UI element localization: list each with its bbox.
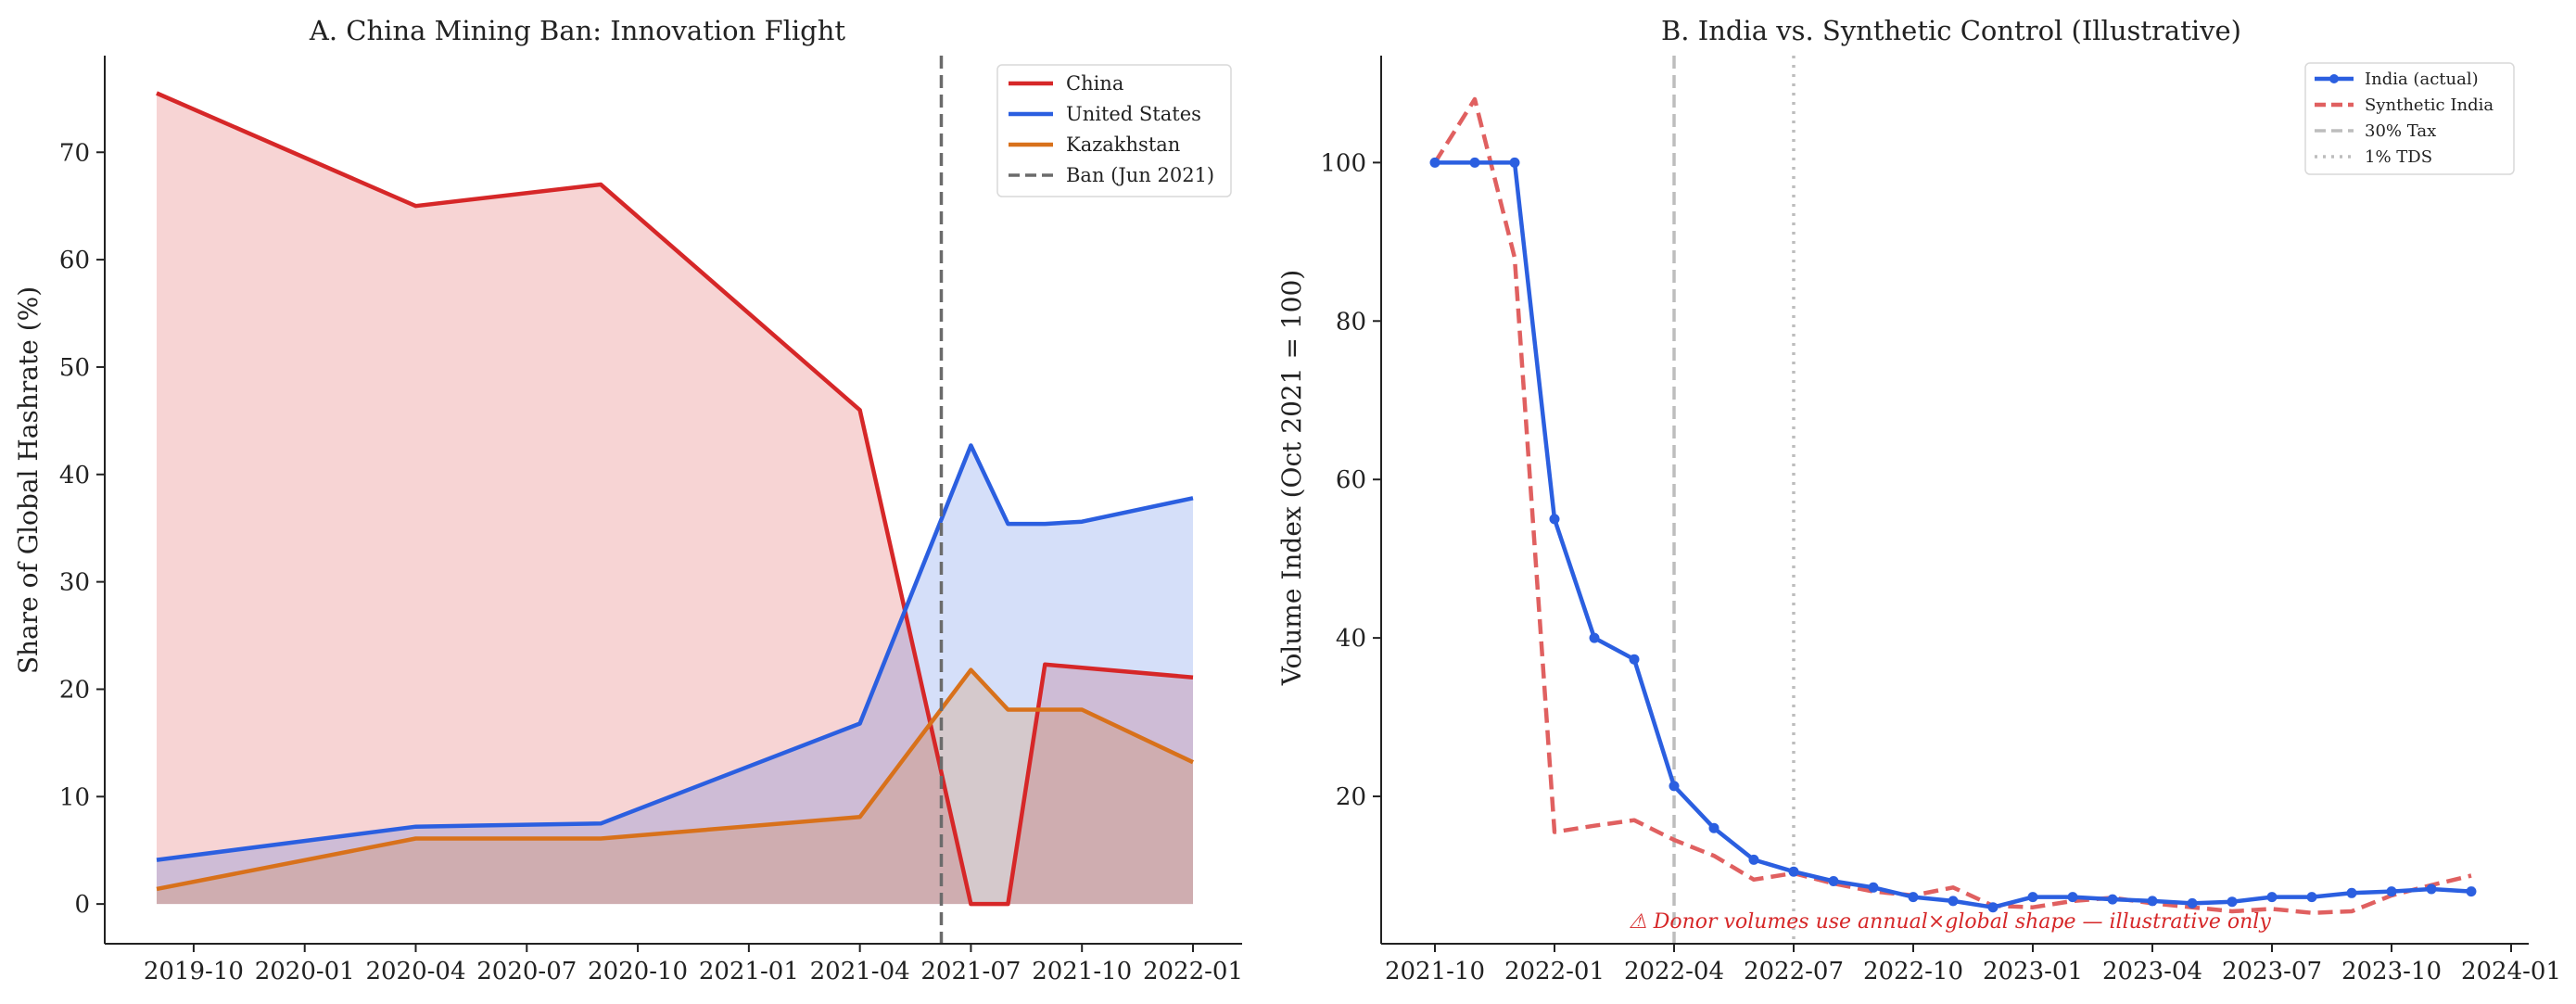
panel-a-x-tick-label: 2022-01: [1143, 958, 1243, 985]
india-actual-point: [1708, 822, 1719, 833]
legend-label-united-states: United States: [1066, 103, 1201, 125]
panel-a-y-tick-label: 20: [59, 676, 90, 704]
india-actual-point: [2067, 892, 2078, 903]
panel-a-y-tick-label: 30: [59, 569, 90, 597]
india-actual-point: [1469, 157, 1480, 168]
panel-b-x-tick-label: 2022-10: [1863, 958, 1963, 985]
panel-a-y-tick-label: 0: [74, 891, 90, 919]
kazakhstan-area: [157, 669, 1193, 905]
panel-a-legend-box: [996, 64, 1232, 197]
panel-b-axes: 20 40 60 80 100 2021-10 2022-01 2022-04 2022-07 2…: [1320, 56, 2561, 985]
panel-a-x-tick-label: 2021-01: [699, 958, 799, 985]
panel-b-x-tick-label: 2022-04: [1624, 958, 1724, 985]
panel-a-x-tick-label: 2020-07: [476, 958, 577, 985]
india-actual-point: [1788, 866, 1799, 877]
china-line: [156, 91, 1194, 907]
india-actual-point: [2306, 892, 2317, 903]
panel-b-y-tick-label: 100: [1320, 149, 1366, 177]
india-actual-point: [2227, 896, 2238, 908]
panel-a-y-tick-label: 70: [59, 139, 90, 167]
panel-b-legend-box: [2304, 62, 2515, 175]
panel-b-x-tick-label: 2023-04: [2102, 958, 2202, 985]
panel-b-x-tick-label: 2023-10: [2341, 958, 2442, 985]
india-actual-point: [1908, 892, 1919, 903]
panel-b-ylabel: Volume Index (Oct 2021 = 100): [1276, 270, 1307, 686]
illustrative-annotation: ⚠ Donor volumes use annual×global shape …: [1629, 910, 2271, 934]
panel-b-chart: B. India vs. Synthetic Control (Illustra…: [1276, 15, 2561, 985]
panel-b-legend: India (actual) Synthetic India 30% Tax 1…: [2304, 62, 2515, 175]
india-actual-point: [1828, 876, 1839, 886]
synthetic-india-line: [1433, 96, 2472, 915]
legend-label-kazakhstan: Kazakhstan: [1066, 133, 1180, 156]
panel-a-y-tick-label: 60: [59, 247, 90, 274]
panel-b-x-tick-label: 2024-01: [2461, 958, 2561, 985]
india-actual-point: [1987, 902, 1999, 913]
india-actual-point: [1549, 514, 1560, 525]
panel-a-x-tick-label: 2019-10: [144, 958, 244, 985]
india-actual-point: [1868, 882, 1879, 893]
kazakhstan-line: [156, 667, 1194, 892]
panel-a-legend: China United States Kazakhstan Ban (Jun …: [996, 64, 1232, 197]
india-actual-point: [2266, 892, 2278, 903]
india-actual-point: [2147, 896, 2158, 907]
panel-b-markers: [1429, 157, 2477, 913]
china-area: [157, 93, 1193, 905]
panel-a-y-tick-label: 50: [59, 354, 90, 382]
legend-label-china: China: [1066, 72, 1123, 95]
india-actual-point: [1669, 781, 1680, 792]
panel-a-x-tick-label: 2021-07: [920, 958, 1021, 985]
panel-a-x-tick-label: 2020-10: [588, 958, 688, 985]
india-actual-point: [1948, 896, 1959, 907]
united-states-line: [156, 443, 1194, 862]
india-actual-point: [1629, 654, 1640, 665]
panel-a-x-tick-label: 2021-10: [1032, 958, 1132, 985]
india-actual-point: [2386, 886, 2397, 897]
india-actual-point: [1748, 854, 1759, 865]
legend-label-ban: Ban (Jun 2021): [1066, 164, 1214, 186]
india-actual-point: [2466, 886, 2477, 897]
india-actual-point: [1589, 632, 1600, 643]
panel-b-x-tick-label: 2022-01: [1504, 958, 1605, 985]
panel-a-x-tick-label: 2021-04: [810, 958, 910, 985]
panel-b-x-tick-label: 2022-07: [1744, 958, 1844, 985]
united-states-area: [157, 445, 1193, 905]
legend-label-synthetic-india: Synthetic India: [2365, 95, 2494, 115]
india-actual-point: [2187, 897, 2198, 909]
panel-a-y-tick-label: 40: [59, 462, 90, 489]
india-actual-point: [2426, 883, 2437, 895]
panel-a-y-tick-label: 10: [59, 783, 90, 811]
panel-a-axes: 0 10 20 30 40 50 60 70 2019-10 2020-01 2020-04 2020…: [59, 56, 1243, 985]
india-actual-point: [2346, 887, 2357, 898]
panel-a-areas: [157, 93, 1193, 905]
panel-b-lines: [1433, 96, 2472, 915]
panel-b-y-tick-label: 20: [1336, 783, 1366, 811]
panel-b-y-tick-label: 40: [1336, 625, 1366, 653]
india-actual-line: [1435, 160, 2472, 909]
legend-label-india-actual: India (actual): [2365, 70, 2479, 89]
india-actual-point: [2107, 894, 2118, 905]
panel-a-lines: [156, 91, 1194, 907]
panel-b-x-tick-label: 2023-01: [1983, 958, 2083, 985]
panel-b-y-tick-label: 80: [1336, 308, 1366, 336]
panel-b-x-tick-label: 2021-10: [1385, 958, 1485, 985]
legend-marker-india-actual: [2329, 74, 2339, 83]
panel-a-chart: A. China Mining Ban: Innovation Flight 0…: [13, 15, 1243, 985]
india-actual-point: [1509, 157, 1520, 168]
panel-b-title: B. India vs. Synthetic Control (Illustra…: [1661, 15, 2241, 46]
panel-a-x-tick-label: 2020-01: [255, 958, 355, 985]
india-actual-point: [1429, 157, 1440, 168]
panel-b-x-tick-label: 2023-07: [2222, 958, 2322, 985]
india-actual-point: [2027, 892, 2038, 903]
legend-label-tax: 30% Tax: [2365, 121, 2436, 141]
legend-label-tds: 1% TDS: [2365, 147, 2432, 167]
panel-a-title: A. China Mining Ban: Innovation Flight: [309, 15, 845, 46]
panel-a-x-tick-label: 2020-04: [365, 958, 465, 985]
panel-a-ylabel: Share of Global Hashrate (%): [13, 286, 44, 674]
panel-b-y-tick-label: 60: [1336, 466, 1366, 494]
